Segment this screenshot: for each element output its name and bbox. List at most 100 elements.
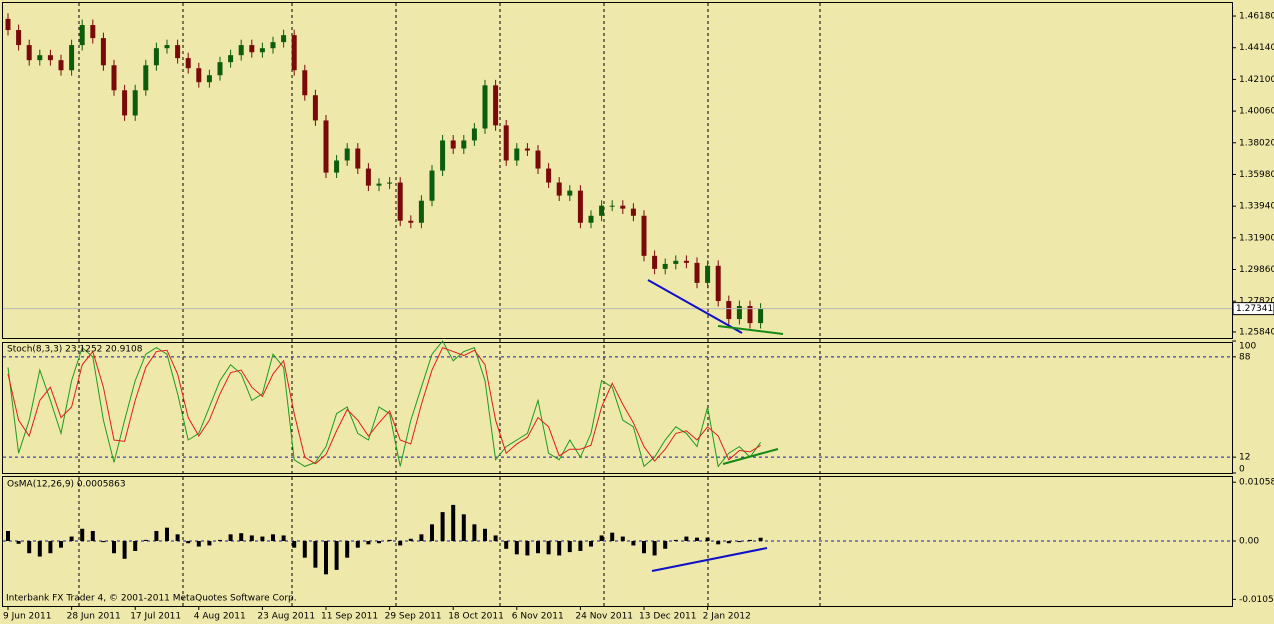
histogram-bar <box>186 541 191 544</box>
histogram-bar <box>355 541 360 548</box>
candle-body <box>620 205 626 209</box>
candle-body <box>334 160 340 173</box>
candle-body <box>556 182 562 196</box>
candle-body <box>408 220 414 223</box>
candle-body <box>694 262 700 283</box>
trendlines <box>647 279 784 572</box>
candle-body <box>440 140 446 171</box>
candle-body <box>376 183 382 186</box>
y-tick-label: 1.42100 <box>1239 75 1274 85</box>
histogram-bar <box>101 541 106 543</box>
histogram-bar <box>589 541 593 547</box>
candle-body <box>196 68 202 83</box>
candle-body <box>588 215 594 223</box>
histogram-bar <box>143 539 148 541</box>
histogram-bar <box>334 541 339 570</box>
candle-body <box>705 265 711 283</box>
candle-body <box>90 25 96 39</box>
candle-body <box>471 128 477 141</box>
candle-body <box>111 65 117 91</box>
candle-body <box>281 35 287 43</box>
y-tick-label: 100 <box>1239 342 1256 352</box>
histogram-bar <box>631 541 636 546</box>
candle-body <box>312 95 318 121</box>
candle-body <box>355 148 361 169</box>
histogram-bar <box>249 535 254 541</box>
histogram-bar <box>345 541 350 558</box>
candle-body <box>249 45 255 53</box>
y-tick-label: 12 <box>1239 453 1250 463</box>
candle-body <box>206 75 212 83</box>
histogram-bar <box>80 528 85 541</box>
y-tick-label: 1.33940 <box>1239 202 1274 212</box>
candle-body <box>524 148 530 151</box>
histogram-bar <box>271 534 275 541</box>
trendline <box>651 547 768 572</box>
histogram-bar <box>758 537 763 541</box>
candle-body <box>577 190 583 223</box>
y-tick-label: 88 <box>1239 352 1251 362</box>
histogram-bar <box>716 541 721 545</box>
candle-body <box>641 215 647 256</box>
candle-body <box>387 182 393 184</box>
x-tick-label: 29 Sep 2011 <box>385 612 442 622</box>
candle-body <box>153 48 159 66</box>
histogram-bar <box>165 527 169 541</box>
histogram-bar <box>673 539 678 541</box>
y-tick-label: 1.40060 <box>1239 107 1274 117</box>
histogram-bar <box>652 541 657 556</box>
candle-body <box>482 85 488 129</box>
candle-body <box>164 45 170 49</box>
candle-body <box>652 255 658 269</box>
indicator-title: OsMA(12,26,9) 0.0005863 <box>7 480 126 490</box>
candle-body <box>514 148 520 161</box>
x-tick-label: 6 Nov 2011 <box>512 612 564 622</box>
y-tick-label: 1.27820 <box>1239 297 1274 307</box>
candle-body <box>726 301 732 320</box>
y-tick-label: 1.44140 <box>1239 43 1274 53</box>
histogram-bar <box>154 531 159 541</box>
candle-body <box>16 30 22 46</box>
y-tick-label: 1.25840 <box>1239 327 1274 337</box>
candle-body <box>122 90 128 116</box>
x-tick-label: 17 Jul 2011 <box>130 612 181 622</box>
histogram-bar <box>122 541 127 559</box>
y-tick-label: 0.00 <box>1239 537 1259 547</box>
histogram-bar <box>514 541 519 555</box>
candle-body <box>758 308 764 324</box>
current-price-label: 1.27341 <box>1236 304 1273 314</box>
y-tick-label: 1.31900 <box>1239 233 1274 243</box>
candle-body <box>397 182 403 221</box>
candle-body <box>630 208 636 216</box>
candle-body <box>185 58 191 69</box>
candle-body <box>291 35 297 71</box>
candle-body <box>567 190 573 196</box>
candle-body <box>58 60 64 71</box>
x-tick-label: 23 Aug 2011 <box>257 612 315 622</box>
candle-body <box>26 45 32 61</box>
period-separators <box>78 3 821 606</box>
candle-body <box>535 150 541 169</box>
histogram-bar <box>419 534 424 541</box>
x-tick-label: 9 Jun 2011 <box>3 612 51 622</box>
histogram-bar <box>69 536 74 541</box>
candle-body <box>270 42 276 49</box>
x-tick-label: 4 Aug 2011 <box>194 612 246 622</box>
price-panel <box>2 2 1233 339</box>
histogram-bar <box>546 541 551 555</box>
candle-body <box>450 140 456 149</box>
histogram-bar <box>228 534 233 541</box>
trendline <box>722 448 779 465</box>
histogram-bar <box>663 541 668 549</box>
histogram-bar <box>726 541 731 544</box>
x-tick-label: 2 Jan 2012 <box>703 612 751 622</box>
stoch-line <box>7 340 762 468</box>
y-tick-label: 1.38020 <box>1239 138 1274 148</box>
histogram-bar <box>207 541 212 546</box>
histogram-bar <box>133 541 138 551</box>
histogram-bar <box>281 535 286 541</box>
candle-body <box>736 306 742 320</box>
histogram-bar <box>175 534 180 541</box>
y-tick-label: 0 <box>1239 465 1245 475</box>
